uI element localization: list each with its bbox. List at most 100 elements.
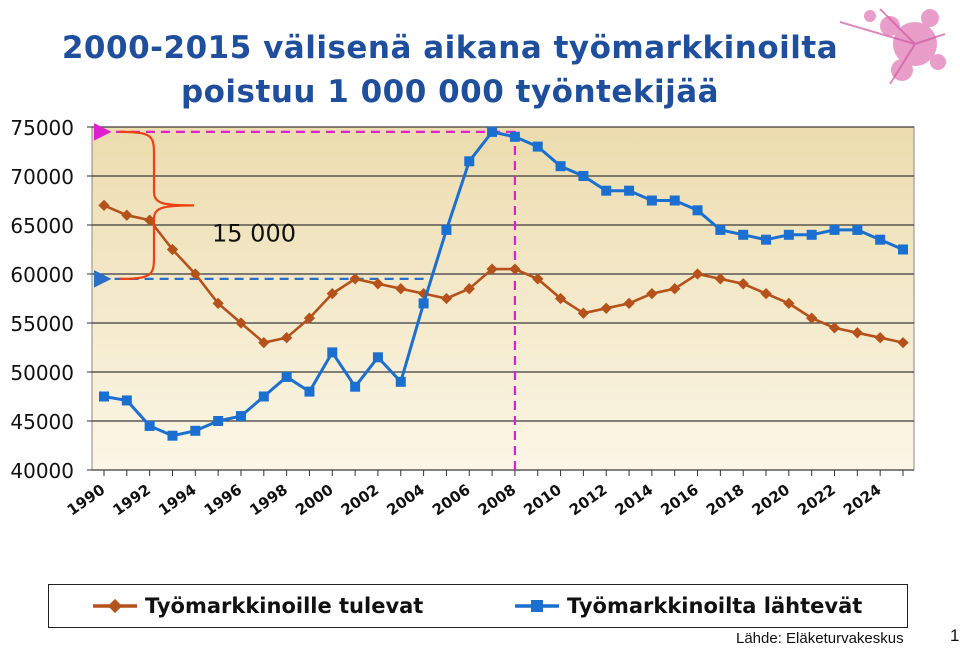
legend-item-tulevat: Työmarkkinoille tulevat [93, 591, 423, 621]
data-point-lahtevat [235, 411, 246, 422]
data-point-tulevat [144, 214, 156, 226]
x-tick-label: 2024 [840, 481, 885, 520]
data-point-tulevat [395, 283, 407, 295]
x-tick-label: 2022 [794, 481, 839, 520]
data-point-lahtevat [372, 352, 383, 363]
data-point-tulevat [372, 278, 384, 290]
data-point-lahtevat [852, 224, 863, 235]
data-point-tulevat [897, 336, 909, 349]
data-point-lahtevat [829, 224, 840, 235]
legend-item-lahtevat: Työmarkkinoilta lähtevät [515, 591, 862, 621]
data-point-tulevat [874, 332, 886, 344]
slide-title-line1: 2000-2015 välisenä aikana työmarkkinoilt… [61, 30, 839, 66]
legend-marker-tulevat [93, 598, 137, 614]
data-point-tulevat [783, 297, 795, 310]
data-point-lahtevat [738, 229, 749, 240]
data-point-tulevat [577, 307, 590, 319]
x-tick-label: 1994 [155, 481, 200, 520]
x-tick-label: 1998 [246, 481, 291, 520]
x-tick-label: 2006 [429, 481, 474, 520]
data-point-lahtevat [601, 185, 612, 196]
x-tick-label: 2002 [338, 481, 383, 520]
data-point-lahtevat [532, 141, 543, 152]
line-chart: 40000 45000 50000 55000 60000 65000 70000 75000… [10, 116, 915, 520]
data-point-tulevat [691, 268, 704, 280]
y-axis-labels: 40000 45000 50000 55000 60000 65000 70000 75000 [10, 116, 74, 483]
x-tick-label: 1996 [201, 481, 246, 520]
data-point-tulevat [326, 287, 338, 300]
reference-lines [93, 123, 517, 470]
data-point-tulevat [166, 243, 179, 256]
data-point-lahtevat [692, 205, 703, 216]
data-point-tulevat [851, 327, 863, 339]
data-point-lahtevat [395, 376, 406, 387]
data-point-tulevat [554, 292, 567, 305]
data-point-tulevat [463, 283, 475, 295]
brace-annotation [119, 130, 195, 280]
data-point-tulevat [280, 332, 293, 344]
x-axis-labels: 1990 1992 1994 1996 1998 2000 2002 2004 2006 2008… [64, 481, 885, 520]
data-point-lahtevat [190, 425, 201, 436]
data-point-lahtevat [464, 156, 475, 167]
legend-label-lahtevat: Työmarkkinoilta lähtevät [567, 594, 863, 618]
data-point-lahtevat [441, 224, 452, 235]
data-point-tulevat [828, 322, 841, 334]
data-point-lahtevat [624, 185, 635, 196]
x-tick-label: 2016 [657, 481, 702, 520]
y-tick-label: 65000 [10, 214, 74, 238]
annotations: 15 000 [119, 130, 296, 280]
data-point-lahtevat [875, 234, 886, 245]
x-tick-label: 2000 [292, 481, 337, 520]
data-point-tulevat [303, 312, 316, 324]
data-point-lahtevat [898, 244, 908, 255]
data-point-lahtevat [669, 195, 680, 206]
x-tick-label: 1990 [64, 481, 109, 520]
data-point-lahtevat [121, 395, 132, 406]
legend-marker-lahtevat [515, 600, 559, 612]
data-point-tulevat [600, 302, 612, 314]
data-point-tulevat [440, 292, 453, 305]
data-point-tulevat [532, 273, 544, 285]
x-tick-label: 2018 [703, 481, 748, 520]
y-tick-label: 75000 [10, 116, 74, 140]
y-tick-label: 45000 [10, 410, 74, 434]
y-tick-label: 50000 [10, 361, 74, 385]
source-note: Lähde: Eläketurvakeskus [736, 630, 904, 647]
data-point-lahtevat [327, 347, 338, 358]
data-point-tulevat [235, 317, 247, 329]
data-point-lahtevat [258, 391, 269, 402]
data-point-lahtevat [304, 386, 315, 397]
data-point-tulevat [623, 297, 635, 310]
x-tick-label: 2010 [520, 481, 565, 520]
data-point-lahtevat [555, 161, 566, 172]
x-tick-label: 2014 [612, 481, 657, 520]
data-point-tulevat [714, 273, 727, 285]
y-tick-label: 70000 [10, 165, 74, 189]
data-point-lahtevat [144, 420, 155, 431]
page-number: 1 [950, 626, 960, 645]
data-point-lahtevat [646, 195, 657, 206]
data-point-lahtevat [715, 224, 726, 235]
legend: Työmarkkinoille tulevat Työmarkkinoilta … [48, 584, 908, 628]
data-point-lahtevat [281, 371, 292, 382]
data-point-lahtevat [578, 171, 589, 181]
data-point-lahtevat [487, 126, 498, 137]
series-lines [98, 126, 909, 441]
data-point-tulevat [258, 336, 270, 349]
data-point-tulevat [646, 287, 658, 300]
y-tick-label: 40000 [10, 459, 74, 483]
data-point-tulevat [760, 287, 772, 300]
x-tick-label: 2012 [566, 481, 611, 520]
slide-title-line2: poistuu 1 000 000 työntekijää [180, 74, 720, 110]
data-point-lahtevat [350, 381, 361, 392]
y-tick-label: 60000 [10, 263, 74, 287]
data-point-tulevat [349, 273, 361, 285]
data-point-tulevat [189, 268, 201, 280]
data-point-lahtevat [99, 391, 109, 402]
legend-label-tulevat: Työmarkkinoille tulevat [145, 594, 424, 618]
data-point-tulevat [737, 278, 749, 290]
data-point-lahtevat [418, 298, 429, 309]
data-point-lahtevat [167, 430, 178, 441]
annotation-label: 15 000 [212, 219, 296, 247]
data-point-lahtevat [761, 234, 772, 245]
